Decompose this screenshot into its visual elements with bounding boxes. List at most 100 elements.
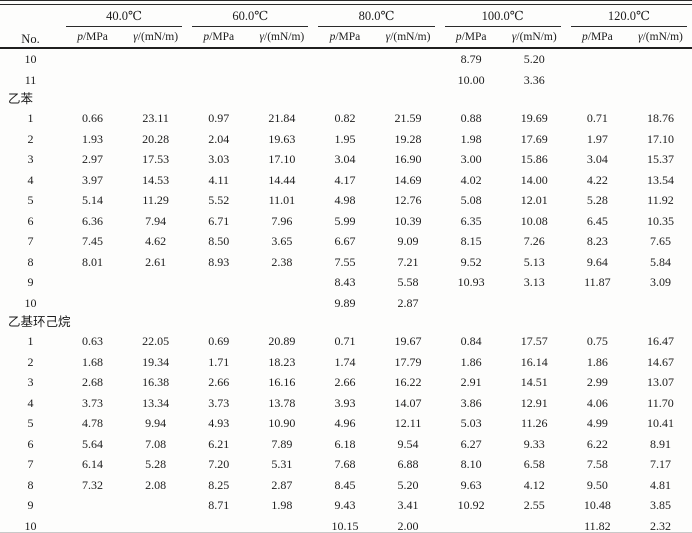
- surface-tension-value: 1.98: [271, 498, 293, 512]
- surface-tension-subheader: γ/(mN/m): [124, 27, 188, 49]
- no-header-label: No.: [21, 32, 40, 46]
- surface-tension-value: 14.07: [394, 395, 422, 410]
- pressure-value: 9.64: [586, 254, 608, 269]
- surface-tension-value: 5.20: [397, 477, 419, 492]
- surface-tension-value: [124, 293, 187, 314]
- surface-tension-value: 17.79: [394, 354, 422, 369]
- gamma-symbol: γ: [511, 31, 517, 43]
- pressure-value: 4.17: [334, 172, 356, 187]
- surface-tension-value: 2.08: [145, 477, 167, 492]
- surface-tension-value: 10.35: [646, 213, 674, 228]
- pressure-unit: /MPa: [209, 31, 235, 43]
- row-number: 10: [24, 52, 37, 66]
- surface-tension-value: [250, 293, 313, 314]
- pressure-value: 0.63: [82, 334, 104, 348]
- surface-tension-value: [250, 272, 313, 293]
- pressure-value: [187, 70, 250, 91]
- pressure-value: [566, 293, 629, 314]
- pressure-value: 3.97: [82, 172, 104, 187]
- pressure-value: [566, 48, 629, 70]
- surface-tension-value: 5.58: [397, 275, 419, 289]
- pressure-value: [61, 48, 124, 70]
- table-row: 9 8.71 1.98 9.43 3.41 10.92 2.55 10.48 3.85: [0, 495, 692, 516]
- table-row: 10 8.79 5.20: [0, 48, 692, 70]
- table-row: 5 4.78 9.94 4.93 10.90 4.96 12.11 5.03 11.26 4.99…: [0, 413, 692, 434]
- row-number: 10: [24, 518, 37, 533]
- surface-tension-value: 13.34: [142, 395, 170, 410]
- pressure-unit: /MPa: [335, 31, 361, 43]
- table-row: 10 10.15 2.00 11.82 2.32: [0, 516, 692, 533]
- surface-tension-value: 10.39: [394, 213, 422, 228]
- temp-label-120: 120.0℃: [570, 8, 688, 27]
- surface-tension-value: [629, 70, 692, 91]
- pressure-subheader: p/MPa: [565, 27, 629, 49]
- surface-tension-value: 16.90: [394, 152, 422, 166]
- pressure-value: 4.22: [586, 172, 608, 187]
- surface-tension-value: 9.09: [397, 234, 419, 248]
- pressure-value: 3.73: [82, 395, 104, 410]
- surface-tension-value: 3.09: [649, 275, 671, 289]
- surface-tension-value: [250, 48, 313, 70]
- pressure-value: 1.74: [334, 354, 356, 369]
- section-row: 乙基环己烷: [0, 313, 692, 331]
- surface-tension-value: [629, 48, 692, 70]
- pressure-value: 5.08: [460, 193, 482, 207]
- surface-tension-value: 19.34: [142, 354, 170, 369]
- surface-tension-value: 2.00: [397, 518, 419, 533]
- pressure-value: 2.91: [460, 375, 482, 389]
- pressure-value: 8.50: [208, 234, 230, 248]
- surface-tension-value: 5.31: [271, 457, 293, 471]
- temp-label-100: 100.0℃: [444, 8, 561, 27]
- pressure-value: 1.71: [208, 354, 230, 369]
- surface-tension-value: 4.62: [145, 234, 167, 248]
- pressure-value: 6.35: [460, 213, 482, 228]
- pressure-value: 7.55: [334, 254, 356, 269]
- surface-tension-value: 14.53: [142, 172, 170, 187]
- temp-group-120: 120.0℃: [566, 6, 692, 27]
- temp-group-40: 40.0℃: [61, 6, 187, 27]
- row-number: 3: [27, 375, 34, 389]
- pressure-value: 6.14: [82, 457, 104, 471]
- surface-tension-value: 12.91: [520, 395, 548, 410]
- table-header: No. 40.0℃ 60.0℃ 80.0℃ 100.0℃ 120.0℃: [0, 6, 692, 49]
- pressure-symbol: p: [582, 31, 588, 43]
- table-row: 1 0.66 23.11 0.97 21.84 0.82 21.59 0.88 19.69 0.7…: [0, 108, 692, 129]
- pressure-value: 7.32: [82, 477, 104, 492]
- surface-tension-value: [124, 272, 187, 293]
- surface-tension-value: 14.51: [520, 375, 548, 389]
- pressure-value: 4.02: [460, 172, 482, 187]
- surface-tension-value: 14.00: [520, 172, 548, 187]
- temp-label-60: 60.0℃: [192, 8, 309, 27]
- table-row: 2 1.93 20.28 2.04 19.63 1.95 19.28 1.98 17.69 1.9…: [0, 129, 692, 150]
- pressure-value: 9.63: [460, 477, 482, 492]
- row-number: 7: [27, 234, 34, 248]
- row-number: 9: [27, 498, 34, 512]
- pressure-value: [313, 70, 376, 91]
- pressure-value: 6.71: [208, 213, 230, 228]
- surface-tension-value: 7.08: [145, 436, 167, 451]
- surface-tension-value: 10.08: [520, 213, 548, 228]
- surface-tension-value: 10.90: [268, 416, 296, 430]
- table-top-double-rule: [0, 0, 692, 5]
- pressure-value: 6.36: [82, 213, 104, 228]
- surface-tension-value: [503, 516, 566, 533]
- pressure-value: 4.78: [82, 416, 104, 430]
- surface-tension-value: 17.69: [520, 131, 548, 146]
- surface-tension-value: 11.26: [520, 416, 548, 430]
- pressure-value: 4.99: [586, 416, 608, 430]
- pressure-value: 2.66: [208, 375, 230, 389]
- surface-tension-value: 7.26: [523, 234, 545, 248]
- pressure-value: 5.28: [586, 193, 608, 207]
- pressure-value: 3.03: [208, 152, 230, 166]
- subheader-row: p/MPa γ/(mN/m) p/MPa γ/(mN/m) p/MPa γ/(m…: [0, 27, 692, 49]
- pressure-value: 1.98: [460, 131, 482, 146]
- pressure-value: 9.50: [586, 477, 608, 492]
- table-row: 2 1.68 19.34 1.71 18.23 1.74 17.79 1.86 16.14 1.8…: [0, 352, 692, 373]
- pressure-value: 10.15: [331, 518, 359, 533]
- pressure-value: 1.86: [460, 354, 482, 369]
- row-number: 6: [27, 213, 34, 228]
- pressure-value: 3.04: [334, 152, 356, 166]
- pressure-value: [187, 516, 250, 533]
- pressure-value: 0.82: [334, 111, 356, 125]
